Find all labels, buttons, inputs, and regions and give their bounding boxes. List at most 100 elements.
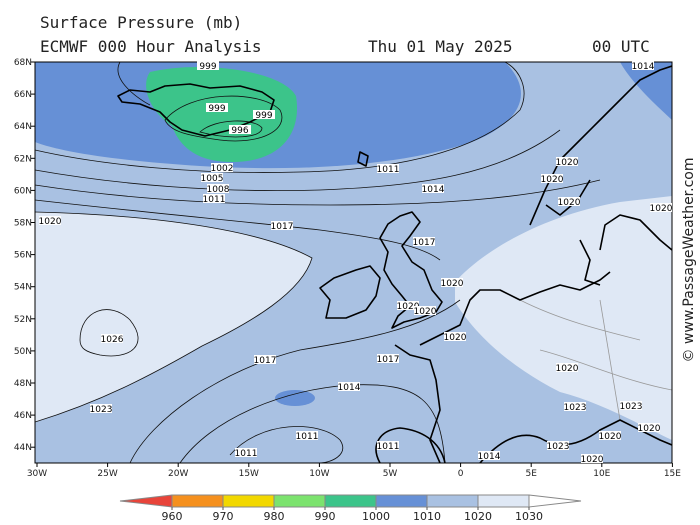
contour-label: 1017	[254, 356, 277, 366]
lon-label: 10W	[309, 469, 329, 479]
lon-label: 15E	[664, 469, 681, 479]
coastline	[419, 271, 611, 346]
contour-label-bg	[422, 184, 444, 193]
lat-label: 64N	[14, 122, 32, 132]
contour-label: 1023	[564, 403, 587, 413]
isobar	[35, 179, 601, 206]
lat-label: 58N	[14, 219, 32, 229]
colorbar-label: 1000	[362, 510, 390, 523]
contour-label-bg	[101, 334, 123, 343]
contour-label: 1020	[556, 364, 579, 374]
lon-label: 15W	[239, 469, 259, 479]
contour-label: 1020	[599, 432, 622, 442]
contour-label: 1020	[414, 307, 437, 317]
contour-label-bg	[207, 184, 229, 193]
contour-label-bg	[558, 197, 580, 206]
colorbar-label: 980	[264, 510, 285, 523]
contour-label-bg	[271, 221, 293, 230]
contour-label-bg	[650, 203, 672, 212]
colorbar-label: 970	[213, 510, 234, 523]
contour-label: 1026	[101, 335, 124, 345]
coastline	[375, 427, 446, 463]
isobar	[199, 120, 263, 138]
contour-label: 1020	[39, 217, 62, 227]
coastline	[379, 211, 443, 329]
colorbar-segment	[273, 494, 326, 508]
contour-label: 999	[255, 111, 272, 121]
lat-label: 68N	[14, 58, 32, 68]
contour-label: 996	[231, 126, 248, 136]
lat-label: 54N	[14, 283, 32, 293]
contour-label: 1002	[211, 164, 234, 174]
colorbar-segment	[171, 494, 224, 508]
contour-label-bg	[638, 423, 660, 432]
copyright: © www.PassageWeather.com	[681, 157, 697, 362]
contour-label: 1011	[377, 165, 400, 175]
contour-label-bg	[581, 454, 603, 463]
contour-label-bg	[211, 163, 233, 172]
isobar	[35, 199, 441, 261]
contour-label: 1011	[203, 195, 226, 205]
contour-label: 1020	[444, 333, 467, 343]
contour-label-bg	[253, 110, 275, 119]
contour-label: 1014	[632, 62, 655, 72]
contour-label: 1011	[235, 449, 258, 459]
contour-label: 1008	[207, 185, 230, 195]
lon-label: 20W	[168, 469, 188, 479]
lat-label: 60N	[14, 186, 32, 196]
colorbar-segment	[426, 494, 479, 508]
contour-label: 1014	[478, 452, 501, 462]
isobar	[229, 426, 343, 463]
isobar	[35, 62, 525, 173]
contour-label-bg	[444, 332, 466, 341]
model-label: ECMWF 000 Hour Analysis	[40, 37, 262, 56]
isobar	[117, 62, 151, 106]
pressure-fill	[275, 390, 315, 406]
lat-label: 44N	[14, 443, 32, 453]
contour-label: 1017	[413, 238, 436, 248]
contour-label: 1020	[638, 424, 661, 434]
contour-label-bg	[620, 401, 642, 410]
lat-label: 50N	[14, 347, 32, 357]
contour-label: 1020	[397, 302, 420, 312]
colorbar-label: 960	[162, 510, 183, 523]
contour-label-bg	[599, 431, 621, 440]
lat-label: 46N	[14, 411, 32, 421]
pressure-fill	[620, 62, 672, 120]
contour-label: 1011	[377, 442, 400, 452]
colorbar-segment	[528, 494, 582, 508]
contour-label-bg	[197, 61, 219, 70]
contour-label-bg	[377, 354, 399, 363]
contour-label: 1011	[296, 432, 319, 442]
contour-label-bg	[556, 157, 578, 166]
lon-label: 5W	[383, 469, 398, 479]
contour-label-bg	[397, 301, 419, 310]
contour-label: 1017	[271, 222, 294, 232]
colorbar-label: 1030	[515, 510, 543, 523]
lon-label: 0	[458, 469, 464, 479]
colorbar-segment	[324, 494, 377, 508]
contour-label-bg	[556, 363, 578, 372]
coastline	[319, 265, 381, 319]
contour-label: 1020	[581, 455, 604, 465]
contour-label-bg	[547, 441, 569, 450]
country-border	[519, 299, 672, 421]
contour-label-bg	[377, 164, 399, 173]
contour-label-bg	[201, 173, 223, 182]
lat-label: 66N	[14, 90, 32, 100]
colorbar-segment	[222, 494, 275, 508]
contour-label: 1020	[441, 279, 464, 289]
contour-label: 1014	[422, 185, 445, 195]
contour-label-bg	[564, 402, 586, 411]
contour-label-bg	[413, 237, 435, 246]
contour-label-bg	[296, 431, 318, 440]
contour-label-bg	[414, 306, 436, 315]
lat-label: 48N	[14, 379, 32, 389]
time-label: 00 UTC	[592, 37, 650, 56]
contour-label: 1014	[338, 383, 361, 393]
isobar	[79, 309, 139, 357]
coastline	[579, 214, 672, 286]
contour-label: 1020	[650, 204, 673, 214]
contour-label: 1020	[541, 175, 564, 185]
isobar	[35, 129, 561, 192]
